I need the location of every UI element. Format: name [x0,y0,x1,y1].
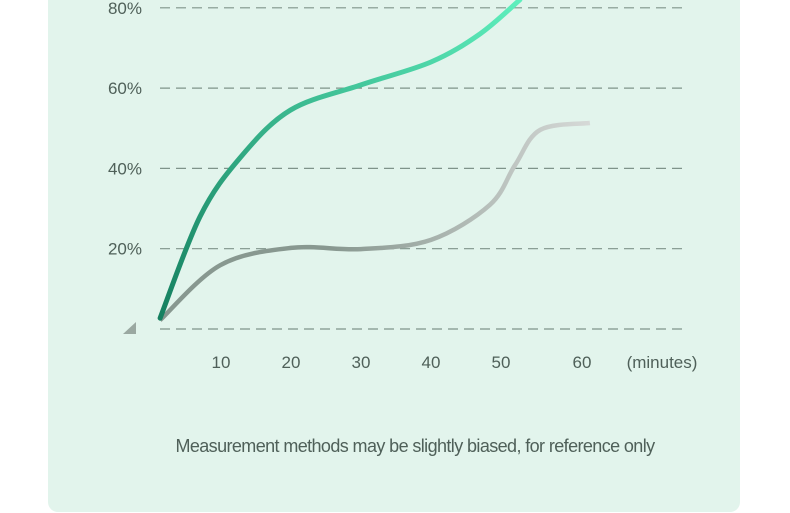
footnote: Measurement methods may be slightly bias… [175,436,655,456]
y-tick-label: 40% [108,159,142,178]
series-line-gray [158,120,591,322]
y-tick-label: 20% [108,240,142,259]
x-tick-label: 10 [212,353,231,372]
y-tick-label: 80% [108,0,142,18]
series-line-green [157,0,523,321]
y-tick-label: 60% [108,79,142,98]
chart-card [48,0,740,512]
x-tick-label: 20 [282,353,301,372]
x-axis-label: (minutes) [627,353,698,372]
axis-origin-marker [123,322,136,334]
x-tick-label: 40 [422,353,441,372]
x-tick-label: 30 [352,353,371,372]
x-tick-label: 60 [573,353,592,372]
x-tick-label: 50 [492,353,511,372]
